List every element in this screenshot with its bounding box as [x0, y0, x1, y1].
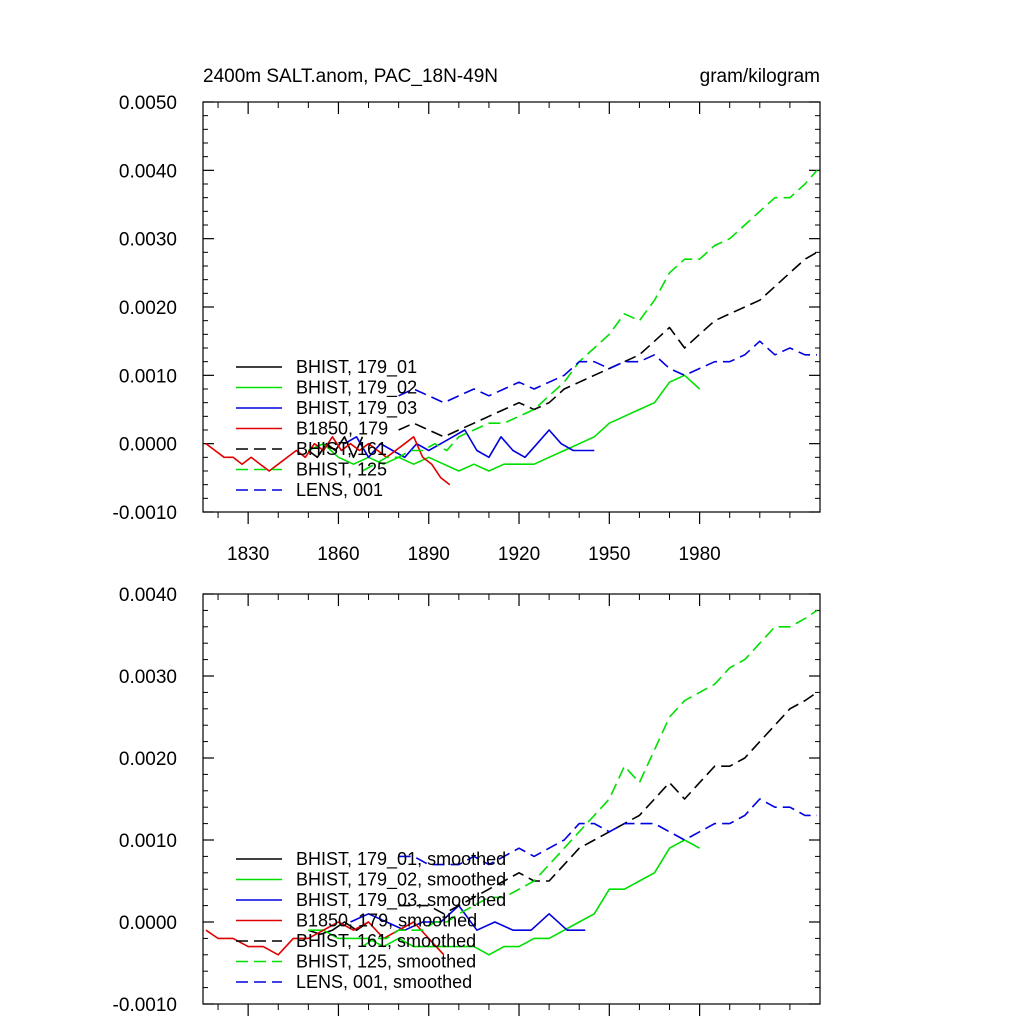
series-line-lens-001 [398, 340, 817, 404]
y-tick-label: 0.0050 [119, 93, 177, 114]
y-tick-label: 0.0020 [119, 749, 177, 770]
series-line-bhist-161 [398, 251, 818, 438]
bottom-panel: -0.0010 0.0000 0.0010 0.0020 0.0030 0.0040 BH… [113, 585, 821, 1016]
y-tick-label: 0.0000 [119, 435, 177, 456]
legend-label: BHIST, 179_01, smoothed [296, 849, 506, 870]
y-tick-label: 0.0030 [119, 230, 177, 251]
y-tick-label: -0.0010 [113, 503, 177, 524]
y-tick-label: 0.0030 [119, 667, 177, 688]
legend-label: B1850, 179, smoothed [296, 911, 477, 931]
x-tick-label: 1830 [227, 544, 269, 565]
axis-ticks: -0.0010 0.0000 0.0010 0.0020 0.0030 0.0040 0.0… [113, 93, 820, 565]
legend-label: LENS, 001 [296, 480, 383, 500]
units-label: gram/kilogram [700, 66, 820, 87]
series-line-bhist-125 [362, 169, 818, 472]
chart-title: 2400m SALT.anom, PAC_18N-49N [203, 66, 498, 87]
series-lines [205, 609, 818, 956]
x-tick-label: 1860 [317, 544, 359, 565]
axis-ticks: -0.0010 0.0000 0.0010 0.0020 0.0030 0.0040 [113, 585, 820, 1016]
y-tick-label: 0.0020 [119, 298, 177, 319]
series-line-bhist-179-02 [307, 374, 701, 472]
legend-label: B1850, 179 [296, 419, 388, 439]
legend-label: BHIST, 179_01 [296, 357, 417, 378]
series-line-bhist-179-03-smoothed [350, 904, 586, 932]
series-line-b1850-179 [205, 435, 451, 486]
y-tick-label: 0.0040 [119, 585, 177, 606]
series-lines [205, 169, 818, 486]
legend-label: BHIST, 161, smoothed [296, 931, 476, 951]
top-panel: 2400m SALT.anom, PAC_18N-49N gram/kilogr… [113, 66, 821, 565]
legend-label: BHIST, 125 [296, 460, 387, 480]
legend-label: BHIST, 179_02 [296, 378, 417, 399]
x-tick-label: 1980 [678, 544, 720, 565]
y-tick-label: -0.0010 [113, 995, 177, 1016]
plot-frame [202, 593, 821, 1005]
legend-label: BHIST, 125, smoothed [296, 952, 476, 972]
series-line-bhist-179-02-smoothed [308, 839, 700, 956]
y-tick-label: 0.0040 [119, 161, 177, 182]
x-tick-label: 1920 [498, 544, 540, 565]
x-tick-label: 1890 [408, 544, 450, 565]
legend-label: BHIST, 161 [296, 439, 387, 459]
series-line-bhist-179-03 [344, 429, 595, 459]
legend-label: BHIST, 179_03 [296, 398, 417, 419]
legend-label: BHIST, 179_03, smoothed [296, 890, 506, 911]
series-line-bhist-179-01 [307, 435, 364, 459]
x-tick-label: 1950 [588, 544, 630, 565]
series-line-bhist-125-smoothed [362, 609, 818, 948]
legend-label: BHIST, 179_02, smoothed [296, 870, 506, 891]
y-tick-label: 0.0010 [119, 831, 177, 852]
series-line-lens-001-smoothed [398, 798, 817, 866]
y-tick-label: 0.0000 [119, 913, 177, 934]
series-line-b1850-179-smoothed [205, 921, 445, 956]
legend-label: LENS, 001, smoothed [296, 972, 472, 992]
y-tick-label: 0.0010 [119, 366, 177, 387]
